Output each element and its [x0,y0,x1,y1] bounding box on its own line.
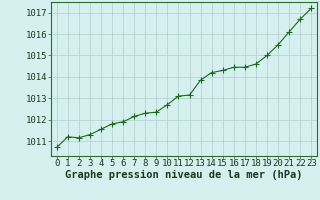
X-axis label: Graphe pression niveau de la mer (hPa): Graphe pression niveau de la mer (hPa) [65,170,303,180]
